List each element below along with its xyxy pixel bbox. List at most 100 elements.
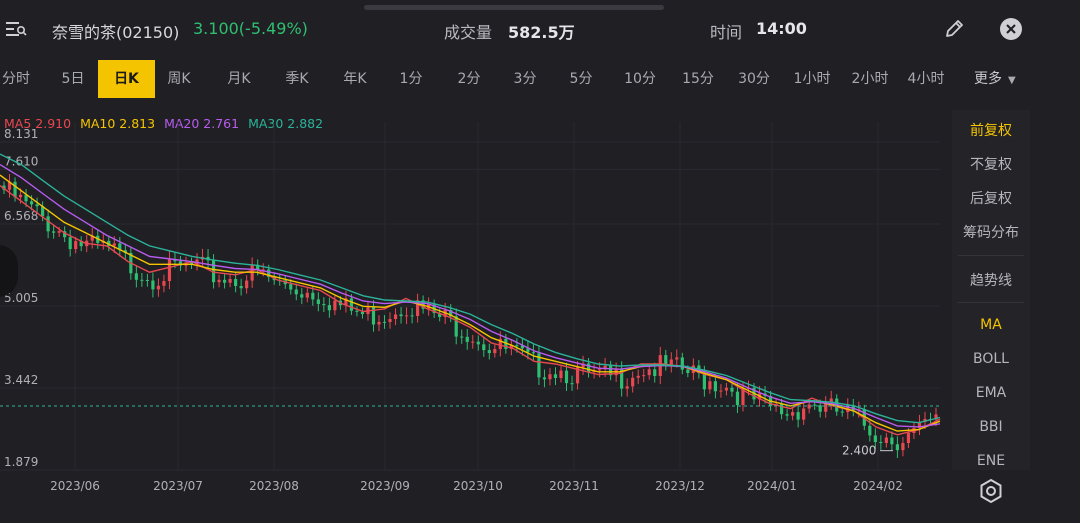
indicator-option-8[interactable]: BBI [979,419,1003,435]
candle-body-162 [895,444,899,451]
candle-body-112 [620,369,624,389]
candle-body-102 [564,370,569,384]
period-tab-0[interactable]: 分时 [2,71,30,87]
candle-body-141 [779,404,784,415]
candle-body-159 [879,442,883,444]
indicator-option-9[interactable]: ENE [976,453,1006,469]
candle-body-47 [261,269,265,271]
candle-body-69 [382,321,387,323]
candle-body-89 [493,349,497,354]
drag-grabber[interactable] [364,5,664,10]
x-tick-label-3: 2023/09 [360,479,410,493]
period-tab-3[interactable]: 周K [167,71,191,87]
period-tab-11[interactable]: 10分 [624,71,656,87]
candle-body-98 [542,377,547,380]
ma-legend-item-2: MA20 2.761 [164,116,240,131]
candle-body-29 [162,281,166,286]
menu-search-icon[interactable] [4,19,28,39]
settings-gear-icon[interactable] [978,478,1004,504]
candle-body-144 [796,412,800,420]
period-tab-10[interactable]: 5分 [569,71,593,87]
time-value: 14:00 [756,19,807,38]
candle-body-35 [195,259,199,265]
candle-body-127 [702,373,706,390]
kline-chart[interactable]: 8.131 7.610 6.568 5.005 3.442 1.879 2023/06 202… [0,110,950,510]
candle-body-123 [680,357,684,370]
candle-body-67 [371,307,376,325]
candle-body-32 [178,261,183,266]
indicator-option-1[interactable]: 不复权 [970,157,1012,173]
period-tab-4[interactable]: 月K [227,71,251,87]
candle-body-94 [520,345,524,349]
candle-body-156 [862,409,866,426]
candle-body-71 [393,314,398,320]
candle-body-73 [404,315,409,317]
candle-body-16 [90,235,94,241]
candle-body-62 [344,298,348,306]
edit-pencil-icon[interactable] [942,17,966,41]
candle-body-83 [460,336,464,338]
candle-body-150 [829,398,833,403]
candle-body-109 [603,365,607,370]
indicator-option-6[interactable]: BOLL [973,351,1009,367]
period-tab-7[interactable]: 1分 [399,71,423,87]
candle-body-100 [553,374,558,379]
x-tick-label-2: 2023/08 [249,479,299,493]
candle-body-4 [24,194,28,202]
candle-body-106 [586,363,591,373]
candle-body-130 [719,390,723,392]
indicator-option-5[interactable]: MA [980,317,1002,333]
candle-body-134 [741,388,745,406]
period-tab-9[interactable]: 3分 [513,71,537,87]
candle-body-57 [316,299,320,305]
candle-body-87 [482,344,486,351]
candle-body-55 [305,292,309,298]
candle-body-149 [824,402,828,412]
candle-body-148 [818,405,822,412]
period-tab-12[interactable]: 15分 [682,71,714,87]
indicator-option-4[interactable]: 趋势线 [970,273,1012,289]
candle-body-143 [791,412,795,416]
panel-separator [958,302,1024,303]
stock-price-change: 3.100(-5.49%) [193,19,308,38]
period-tab-16[interactable]: 4小时 [907,71,945,87]
candle-body-133 [735,391,740,406]
candle-body-27 [151,280,155,290]
period-tab-13[interactable]: 30分 [738,71,770,87]
min-price-annotation: 2.400 [842,444,876,458]
candle-body-12 [68,237,72,250]
candle-body-24 [134,273,138,280]
candle-body-160 [884,437,888,444]
period-tab-15[interactable]: 2小时 [851,71,889,87]
ma-legend-item-0: MA5 2.910 [4,116,72,131]
ma-legend-item-3: MA30 2.882 [248,116,324,131]
candle-body-161 [890,437,894,445]
close-button[interactable] [1000,18,1022,40]
candle-body-43 [239,285,243,289]
indicator-option-0[interactable]: 前复权 [970,123,1012,139]
candle-body-128 [708,381,712,390]
period-tab-2[interactable]: 日K [98,60,155,98]
y-tick-label-5: 1.879 [4,455,38,469]
indicator-option-3[interactable]: 筹码分布 [963,225,1019,241]
indicator-option-7[interactable]: EMA [975,385,1007,401]
period-tab-14[interactable]: 1小时 [793,71,831,87]
candle-body-124 [686,369,690,374]
volume-value: 582.5万 [508,23,575,42]
period-tab-8[interactable]: 2分 [457,71,481,87]
candle-body-145 [802,408,806,420]
period-tab-5[interactable]: 季K [285,71,309,87]
x-tick-label-5: 2023/11 [549,479,599,493]
period-tab-6[interactable]: 年K [343,71,367,87]
more-periods-button[interactable]: 更多 ▼ [974,60,1016,98]
period-tab-1[interactable]: 5日 [61,71,85,87]
stock-name: 奈雪的茶(02150) [52,23,180,42]
candle-body-63 [349,298,354,311]
candle-body-108 [597,369,602,371]
candle-body-146 [807,404,811,409]
left-scroll-handle[interactable] [0,245,18,297]
y-tick-label-1: 7.610 [4,154,38,168]
candle-body-10 [57,231,61,233]
indicator-option-2[interactable]: 后复权 [970,191,1012,207]
candle-body-19 [107,240,111,246]
